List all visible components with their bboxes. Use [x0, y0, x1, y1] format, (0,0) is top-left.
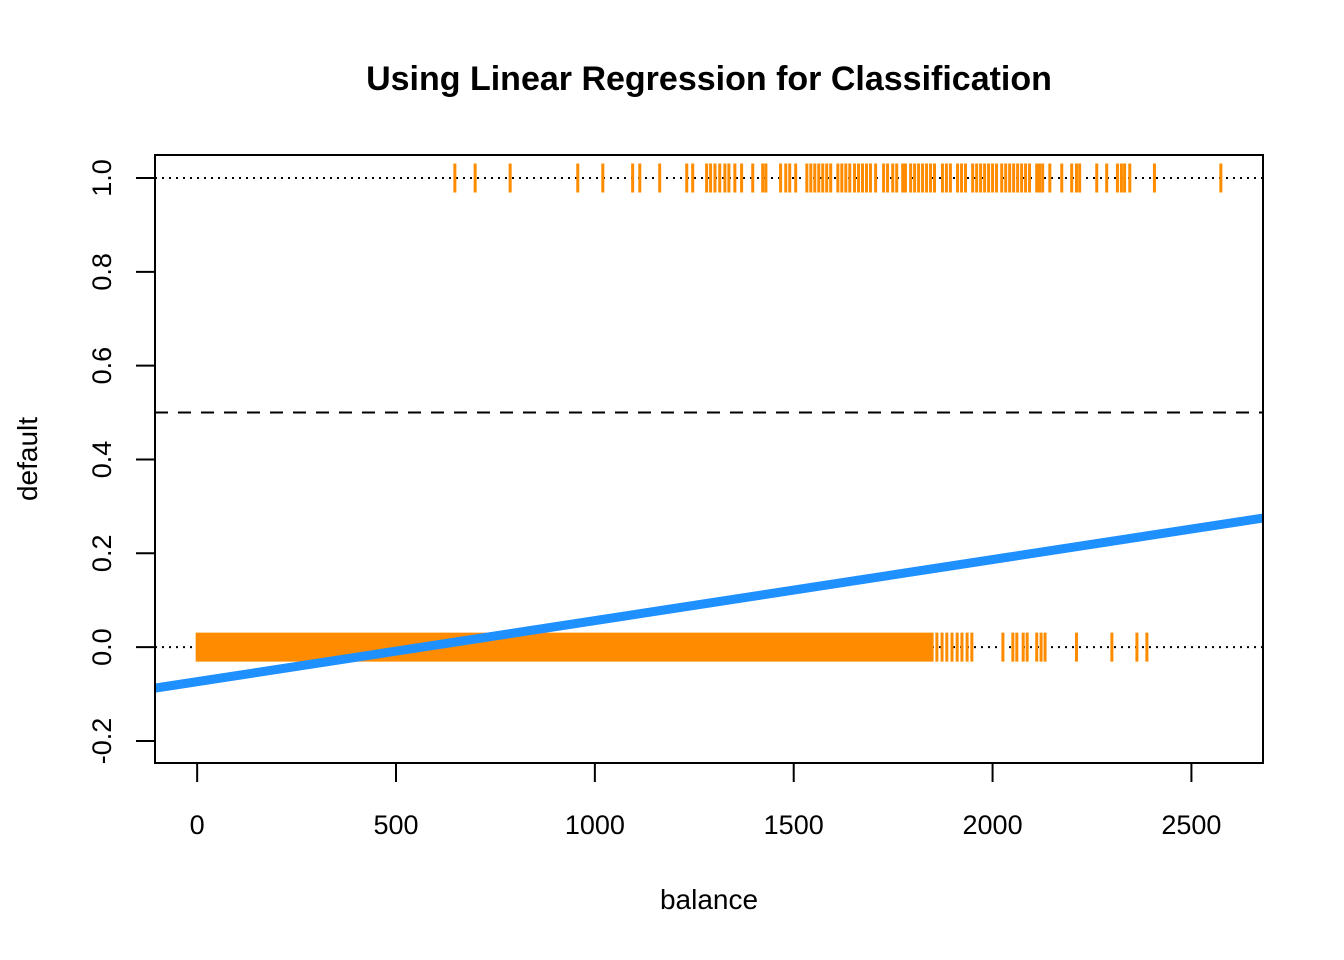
y-tick-label: 0.8	[87, 253, 117, 291]
plot-frame	[154, 154, 1264, 764]
y-axis-label: default	[12, 416, 43, 502]
x-tick-label: 2500	[1161, 810, 1221, 840]
reference-lines	[155, 176, 1263, 649]
rug-top-default	[453, 163, 1223, 193]
x-tick-label: 0	[190, 810, 205, 840]
rug-bottom-no-default	[195, 632, 1149, 662]
x-tick-label: 1000	[565, 810, 625, 840]
x-axis: 0 500 1000 1500 2000 2500	[190, 764, 1221, 840]
plot-box	[154, 154, 1264, 764]
regression-line	[154, 513, 1264, 693]
regression	[154, 513, 1264, 693]
y-tick-label: -0.2	[87, 718, 117, 765]
x-tick-label: 500	[373, 810, 418, 840]
x-tick-label: 1500	[764, 810, 824, 840]
y-tick-label: 1.0	[87, 159, 117, 197]
chart-title: Using Linear Regression for Classificati…	[366, 60, 1052, 98]
y-axis: -0.2 0.0 0.2 0.4 0.6 0.8 1.0	[87, 159, 154, 764]
x-axis-label: balance	[659, 884, 759, 915]
y-tick-label: 0.0	[87, 628, 117, 666]
y-tick-label: 0.6	[87, 347, 117, 385]
x-tick-label: 2000	[963, 810, 1023, 840]
rug-bottom-dense-band	[195, 632, 932, 662]
y-tick-label: 0.2	[87, 535, 117, 573]
y-tick-label: 0.4	[87, 441, 117, 479]
